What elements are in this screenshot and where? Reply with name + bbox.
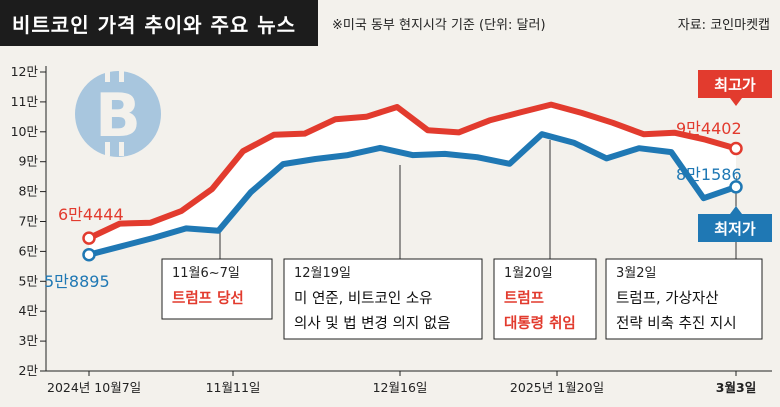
y-tick-label: 7만 <box>19 214 39 229</box>
annotation-election: 11월6~7일 트럼프 당선 <box>161 258 273 320</box>
low-end-label: 8만1586 <box>676 165 742 184</box>
annotation-text: 대통령 취임 <box>504 315 576 332</box>
x-axis: 2024년 10월7일 11월11일 12월16일 2025년 1월20일 3월3일 <box>46 370 772 395</box>
x-tick-label: 2024년 10월7일 <box>47 380 141 395</box>
y-tick-label: 8만 <box>19 184 39 199</box>
x-tick-label: 12월16일 <box>373 380 428 395</box>
source-note: 자료: 코인마켓캡 <box>677 18 770 33</box>
high-end-marker <box>729 141 743 156</box>
unit-note: ※미국 동부 현지시각 기준 (단위: 달러) <box>332 18 546 33</box>
y-tick-label: 2만 <box>19 363 39 378</box>
y-tick-label: 4만 <box>19 303 39 318</box>
y-tick-label: 12만 <box>11 64 39 79</box>
annotation-text: 트럼프 <box>504 290 544 307</box>
x-tick-label: 11월11일 <box>206 380 261 395</box>
low-price-line <box>86 131 739 258</box>
endpoint-markers <box>82 141 743 262</box>
annotation-text: 미 연준, 비트코인 소유 <box>294 290 433 307</box>
low-start-marker <box>82 247 96 262</box>
annotation-inauguration: 1월20일 트럼프 대통령 취임 <box>493 258 597 340</box>
y-tick-label: 10만 <box>11 124 39 139</box>
x-tick-label: 2025년 1월20일 <box>510 380 604 395</box>
annotation-date: 3월2일 <box>616 266 656 281</box>
header: 비트코인 가격 추이와 주요 뉴스 ※미국 동부 현지시각 기준 (단위: 달러… <box>0 0 780 46</box>
price-range-band <box>89 104 736 255</box>
y-tick-label: 9만 <box>19 154 39 169</box>
annotation-text: 트럼프 당선 <box>172 289 244 307</box>
annotation-text: 트럼프, 가상자산 <box>616 290 719 307</box>
y-tick-label: 6만 <box>19 243 39 258</box>
y-tick-label: 3만 <box>19 333 39 348</box>
x-tick-label: 3월3일 <box>716 380 756 395</box>
y-tick-label: 11만 <box>11 94 39 109</box>
title-box: 비트코인 가격 추이와 주요 뉴스 <box>0 0 318 46</box>
low-badge: 최저가 <box>698 206 772 242</box>
annotation-date: 1월20일 <box>504 266 553 281</box>
annotation-text: 의사 및 법 변경 의지 없음 <box>294 315 450 332</box>
high-price-line <box>86 101 739 242</box>
bitcoin-logo-icon: B <box>75 68 161 157</box>
annotation-text: 전략 비축 추진 지시 <box>616 315 737 332</box>
low-badge-label: 최저가 <box>714 220 756 238</box>
high-start-label: 6만4444 <box>58 205 124 224</box>
low-start-label: 5만8895 <box>44 272 110 291</box>
page-title: 비트코인 가격 추이와 주요 뉴스 <box>12 13 297 37</box>
svg-text:B: B <box>95 81 141 151</box>
y-axis: 2만 3만 4만 5만 6만 7만 8만 9만 10만 11만 12만 <box>11 64 47 378</box>
high-end-label: 9만4402 <box>676 119 742 138</box>
annotation-date: 12월19일 <box>294 266 351 281</box>
low-end-marker <box>729 180 743 194</box>
high-badge-label: 최고가 <box>714 76 756 94</box>
y-tick-label: 5만 <box>19 273 39 288</box>
high-start-marker <box>82 231 96 245</box>
annotation-fed: 12월19일 미 연준, 비트코인 소유 의사 및 법 변경 의지 없음 <box>283 258 483 340</box>
high-badge: 최고가 <box>698 70 772 106</box>
annotation-reserve: 3월2일 트럼프, 가상자산 전략 비축 추진 지시 <box>605 258 763 340</box>
annotation-date: 11월6~7일 <box>172 266 240 281</box>
